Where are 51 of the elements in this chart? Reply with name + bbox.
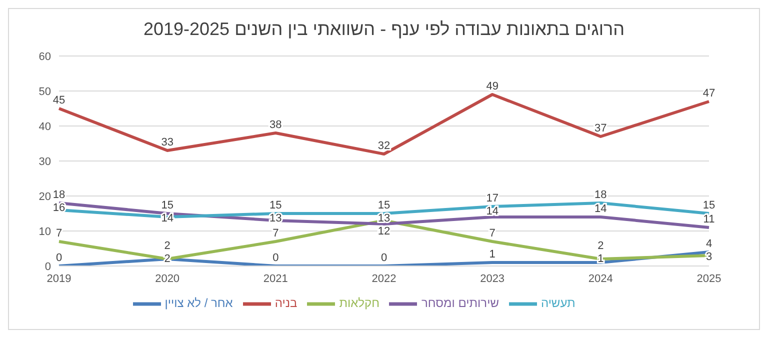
y-tick-label: 20: [38, 190, 51, 203]
legend-label: חקלאות: [339, 296, 380, 310]
data-label: 33: [161, 136, 174, 148]
data-label: 14: [486, 206, 498, 218]
x-tick-label: 2020: [155, 272, 180, 285]
y-tick-label: 50: [38, 86, 51, 98]
x-tick-label: 2024: [588, 272, 613, 285]
data-label: 37: [594, 122, 607, 134]
data-label: 15: [378, 200, 390, 212]
data-label: 2: [598, 240, 604, 252]
x-tick-label: 2019: [46, 272, 72, 285]
legend-label: אחר / לא צויין: [164, 296, 233, 310]
data-label: 0: [272, 252, 279, 264]
data-label: 7: [489, 228, 496, 240]
x-tick-label: 2023: [480, 272, 505, 285]
data-label: 47: [702, 88, 716, 100]
y-tick-label: 0: [44, 260, 51, 273]
data-label: 0: [380, 252, 388, 264]
y-tick-label: 10: [38, 226, 51, 238]
data-label: 45: [52, 94, 66, 106]
legend-label: תעשיה: [540, 296, 576, 310]
y-tick-label: 40: [38, 120, 51, 133]
y-tick-label: 60: [38, 50, 51, 63]
data-label: 1: [489, 248, 496, 260]
data-label: 12: [378, 226, 390, 238]
data-label: 7: [272, 228, 279, 240]
data-label: 18: [594, 189, 607, 201]
data-label: 2: [164, 240, 170, 252]
x-tick-label: 2025: [696, 272, 722, 285]
data-label: 18: [52, 189, 66, 201]
data-label: 15: [161, 200, 174, 212]
data-label: 14: [594, 203, 607, 215]
data-label: 38: [270, 119, 282, 131]
y-tick-label: 30: [38, 156, 51, 168]
data-label: 15: [702, 200, 716, 212]
legend-label: בניה: [274, 296, 298, 310]
data-label: 16: [52, 202, 66, 214]
data-label: 17: [486, 192, 498, 204]
data-label: 49: [486, 80, 498, 92]
data-label: 15: [270, 200, 282, 212]
data-label: 11: [703, 214, 715, 226]
data-label: 4: [706, 238, 712, 250]
chart-title: הרוגים בתאונות עבודה לפי ענף - השוואתי בין השנים 2019-2025: [142, 18, 626, 40]
x-tick-label: 2022: [372, 272, 396, 285]
data-label: 0: [56, 252, 62, 264]
data-label: 32: [378, 140, 390, 152]
data-label: 3: [706, 251, 712, 263]
x-tick-label: 2021: [263, 272, 288, 285]
line-series: [58, 250, 710, 266]
legend-label: שירותים ומסחר: [421, 296, 499, 310]
data-label: 7: [56, 228, 62, 240]
